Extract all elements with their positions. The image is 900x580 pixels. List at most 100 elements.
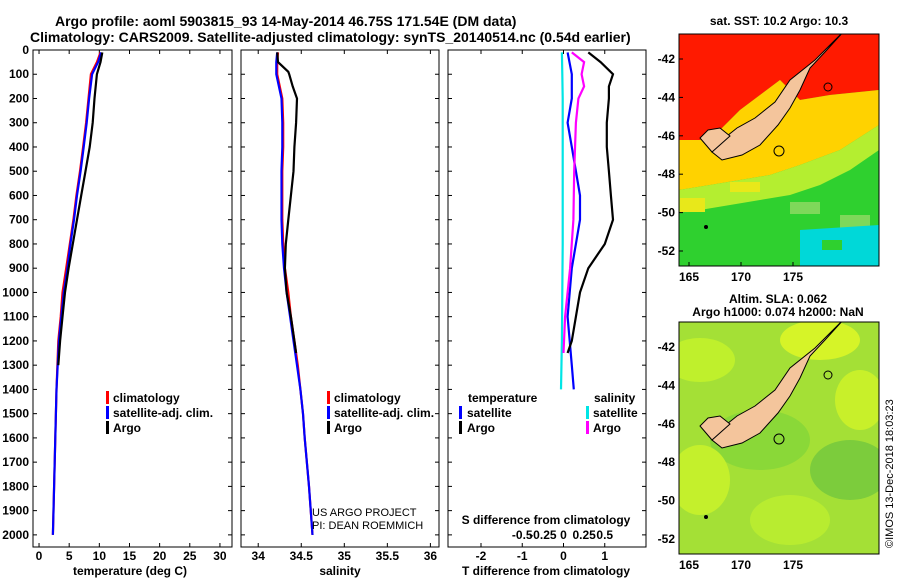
depth-tick-label: 1300	[2, 358, 29, 372]
sla-map-title-2: Argo h1000: 0.074 h2000: NaN	[692, 305, 863, 319]
difference-series-s-satellite	[559, 52, 564, 390]
difference-xtick-label: -1	[517, 549, 528, 563]
sst-lat-tick-label: -50	[658, 206, 676, 220]
project-credit-line-1: US ARGO PROJECT	[312, 507, 417, 519]
depth-tick-label: 400	[9, 140, 29, 154]
legend-swatch-climatology	[327, 391, 330, 404]
sla-lon-tick-label: 165	[679, 558, 699, 572]
sst-map-frame	[678, 33, 880, 267]
depth-tick-label: 100	[9, 67, 29, 81]
title-line-2: Climatology: CARS2009. Satellite-adjuste…	[30, 29, 631, 45]
salinity-xtick-label: 36	[424, 549, 438, 563]
legend-label: Argo	[467, 421, 495, 435]
difference-top-tick-label: -0.5	[512, 528, 533, 542]
salinity-xtick-label: 34	[252, 549, 266, 563]
legend-swatch-argo	[327, 421, 330, 434]
difference-top-tick-label: 0.25	[572, 528, 596, 542]
title-line-1: Argo profile: aoml 5903815_93 14-May-201…	[55, 13, 517, 29]
sla-map-title-1: Altim. SLA: 0.062	[729, 292, 827, 306]
depth-tick-label: 1000	[2, 285, 29, 299]
sst-map	[679, 34, 879, 266]
depth-tick-label: 1900	[2, 504, 29, 518]
depth-tick-label: 200	[9, 91, 29, 105]
difference-xlabel: T difference from climatology	[462, 564, 630, 578]
legend-label: Argo	[334, 421, 362, 435]
sla-lon-tick-label: 175	[783, 558, 803, 572]
sst-lat-tick-label: -48	[658, 167, 676, 181]
depth-tick-label: 800	[9, 237, 29, 251]
difference-top-tick-label: 0.5	[596, 528, 613, 542]
sst-lon-tick-label: 175	[783, 270, 803, 284]
difference-top-xlabel: S difference from climatology	[462, 513, 631, 527]
depth-tick-label: 500	[9, 164, 29, 178]
difference-legend: temperature satellite Argo salinity sate…	[459, 391, 638, 435]
legend-swatch-climatology	[106, 391, 109, 404]
temperature-legend: climatology satellite-adj. clim. Argo	[106, 391, 213, 435]
depth-tick-label: 600	[9, 188, 29, 202]
sla-map	[679, 322, 879, 554]
depth-tick-label: 900	[9, 261, 29, 275]
sst-lat-tick-label: -52	[658, 244, 676, 258]
difference-top-tick-label: -0.25	[529, 528, 557, 542]
difference-top-tick-label: 0	[560, 528, 567, 542]
legend-label: satellite-adj. clim.	[113, 406, 213, 420]
sst-lat-tick-label: -44	[658, 90, 676, 104]
difference-xtick-label: -2	[476, 549, 487, 563]
salinity-legend: climatology satellite-adj. clim. Argo	[327, 391, 434, 435]
temperature-xtick-label: 0	[36, 549, 43, 563]
salinity-xlabel: salinity	[319, 564, 361, 578]
temperature-series-satellite-adj-clim-	[51, 52, 103, 535]
temperature-xtick-label: 15	[123, 549, 137, 563]
temperature-xtick-label: 5	[66, 549, 73, 563]
legend-label: climatology	[334, 391, 401, 405]
salinity-xtick-label: 35.5	[376, 549, 400, 563]
temperature-xtick-label: 25	[183, 549, 197, 563]
depth-tick-label: 2000	[2, 528, 29, 542]
difference-axes	[447, 49, 647, 548]
legend-header-salinity: salinity	[594, 391, 636, 405]
difference-series-t-argo	[566, 51, 615, 354]
temperature-xlabel: temperature (deg C)	[73, 564, 187, 578]
depth-tick-label: 300	[9, 116, 29, 130]
difference-xtick-label: 1	[601, 549, 608, 563]
temperature-xtick-label: 10	[93, 549, 107, 563]
sst-map-title: sat. SST: 10.2 Argo: 10.3	[710, 14, 849, 28]
project-credit-line-2: PI: DEAN ROEMMICH	[312, 520, 423, 532]
sla-lat-tick-label: -52	[658, 532, 676, 546]
legend-swatch-satellite	[106, 406, 109, 419]
legend-swatch-s-argo	[586, 421, 589, 434]
sst-lon-tick-label: 165	[679, 270, 699, 284]
salinity-axes	[240, 49, 440, 548]
imos-credit: ©IMOS 13-Dec-2018 18:03:23	[884, 399, 896, 548]
sst-lon-tick-label: 170	[731, 270, 751, 284]
legend-swatch-t-satellite	[459, 406, 462, 419]
sla-lon-tick-label: 170	[731, 558, 751, 572]
legend-label: satellite	[593, 406, 638, 420]
salinity-xtick-label: 34.5	[290, 549, 314, 563]
depth-tick-label: 1500	[2, 407, 29, 421]
sla-map-frame	[678, 321, 880, 555]
legend-swatch-argo	[106, 421, 109, 434]
salinity-xtick-label: 35	[338, 549, 352, 563]
salinity-series-satellite-adj-clim-	[275, 52, 314, 535]
depth-tick-label: 700	[9, 213, 29, 227]
sst-lat-tick-label: -46	[658, 129, 676, 143]
depth-tick-label: 1800	[2, 479, 29, 493]
legend-header-temperature: temperature	[468, 391, 538, 405]
difference-xtick-label: 0	[560, 549, 567, 563]
depth-tick-label: 1600	[2, 431, 29, 445]
difference-series-t-satellite	[566, 52, 582, 390]
depth-tick-label: 1700	[2, 455, 29, 469]
temperature-xtick-label: 20	[153, 549, 167, 563]
sla-lat-tick-label: -46	[658, 417, 676, 431]
legend-label: satellite-adj. clim.	[334, 406, 434, 420]
sla-lat-tick-label: -50	[658, 494, 676, 508]
depth-tick-label: 1200	[2, 334, 29, 348]
legend-label: Argo	[593, 421, 621, 435]
legend-swatch-s-satellite	[586, 406, 589, 419]
temperature-axes	[32, 49, 233, 548]
depth-tick-label: 1400	[2, 382, 29, 396]
salinity-series-argo	[276, 52, 299, 354]
difference-series-s-argo	[562, 51, 586, 354]
